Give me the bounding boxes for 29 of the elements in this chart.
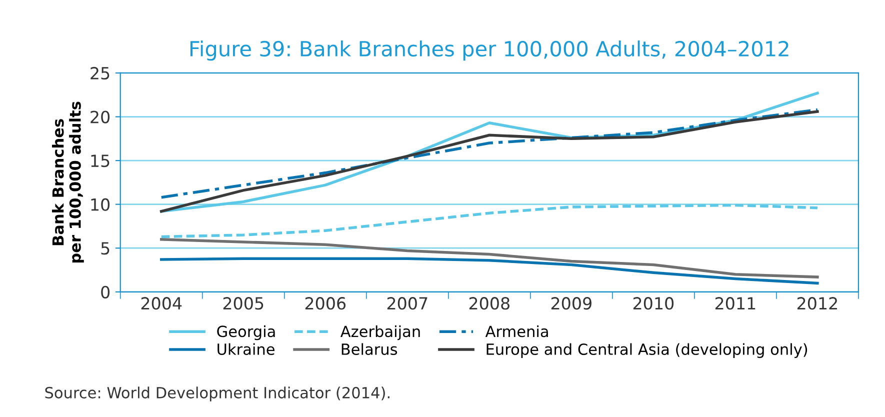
legend-label: Belarus [342,343,398,356]
x-tick-label: 2006 [305,297,346,310]
y-axis-title: Bank Branches per 100,000 adults [52,102,84,263]
y-tick-label: 0 [101,286,110,298]
x-tick-label: 2007 [387,297,428,310]
x-tick-label: 2010 [633,297,674,310]
line-series [160,110,819,213]
legend-label: Armenia [485,325,548,338]
line-series [160,108,819,199]
legend-label: Ukraine [218,343,274,356]
chart-title: Figure 39: Bank Branches per 100,000 Adults, 2004–2012 [190,40,788,61]
x-tick-label: 2005 [223,297,264,310]
line-series [160,204,819,238]
x-tick-label: 2008 [469,297,510,310]
y-tick-label: 25 [90,66,110,80]
y-tick-label: 5 [101,242,110,255]
line-series [160,257,819,285]
x-tick-label: 2004 [141,297,182,310]
x-tick-label: 2009 [551,297,592,310]
legend-label: Europe and Central Asia (developing only) [486,343,808,358]
legend-label: Azerbaijan [340,325,420,340]
y-tick-label: 20 [90,110,110,124]
x-tick-label: 2011 [715,297,756,310]
line-series [160,238,819,278]
y-tick-label: 15 [91,154,110,168]
y-tick-label: 10 [91,198,110,211]
source-note: Source: World Development Indicator (2014). [45,386,390,402]
x-tick-label: 2012 [797,297,837,310]
legend-label: Georgia [217,325,275,340]
